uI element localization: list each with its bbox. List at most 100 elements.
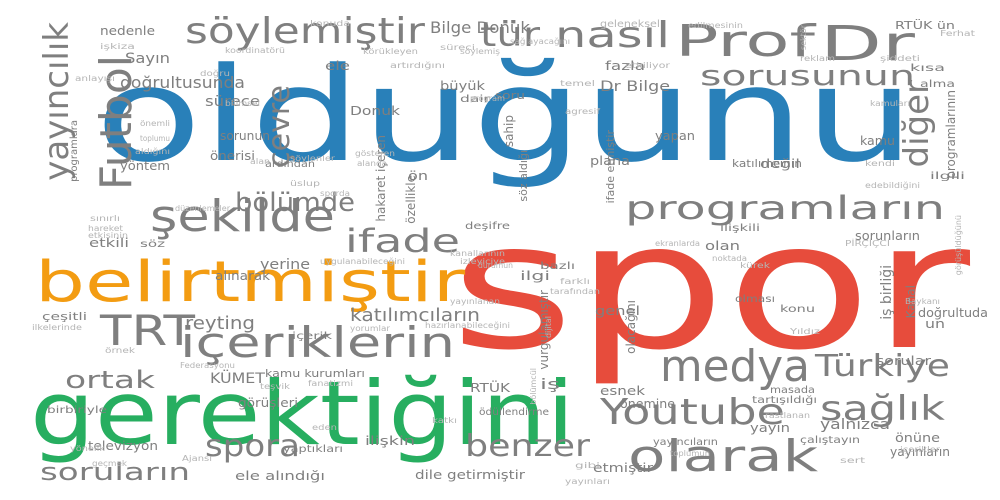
word-plana: plana	[590, 154, 630, 168]
word-dogrultuda: doğrultuda	[918, 306, 989, 320]
word-cesitli: çeşitli	[42, 310, 88, 323]
word-soz: söz	[140, 239, 165, 250]
word-icerikler: içerikler	[900, 445, 940, 454]
word-bazli: bazlı	[540, 261, 575, 272]
word-gerektigini: gerektiğini	[30, 362, 575, 465]
word-gorusleri: görüşleri	[238, 396, 299, 410]
word-masada: masada	[770, 385, 816, 396]
word-baykani: Baykanı	[905, 297, 940, 306]
word-kisa: kısa	[910, 63, 946, 74]
word-agresif: agresif	[565, 107, 600, 116]
word-katilimcinin: katılımcının	[732, 157, 802, 170]
word-bilimsel: bilimsel	[225, 99, 260, 108]
word-program: program	[470, 94, 506, 103]
word-siddeti: şiddeti	[880, 54, 921, 63]
word-ekranlarda: ekranlarda	[655, 239, 701, 248]
word-rtuk: RTÜK	[470, 381, 511, 395]
word-spora: spora	[205, 429, 300, 464]
word-dile-getirmistir: dile getirmiştir	[415, 468, 525, 482]
word-nasil: nasıl	[555, 15, 671, 56]
word-tur: tür	[480, 15, 540, 55]
word-yayinlanan: yayınlanan	[450, 297, 500, 306]
word-sorular: sorular	[876, 354, 932, 368]
word-on: ön	[408, 169, 429, 183]
word-pircikci: PİRÇİÇCİ	[845, 239, 890, 248]
word-trt: TRT	[100, 306, 196, 355]
word-bolumcul: bölümcül	[529, 368, 538, 405]
word-yayincilarin: yayıncıların	[653, 437, 718, 448]
word-yerine: yerine	[260, 257, 311, 273]
word-dijital: dijital	[544, 316, 553, 339]
word-dr-bilge: Dr Bilge	[600, 79, 671, 95]
word-tartisildigi: tartışıldığı	[752, 395, 818, 406]
word-kamulari: kamuları	[870, 99, 911, 108]
word-surece: sürece	[205, 94, 261, 110]
word-federasyonu: Federasyonu	[180, 361, 236, 370]
word-noktada: noktada	[712, 254, 748, 263]
word-aldigini: aldığını	[135, 147, 171, 156]
word-sektor: sektör	[799, 25, 808, 51]
word-reklam: reklam	[800, 54, 835, 63]
word-sorusunun: sorusunun	[700, 59, 916, 92]
word-sert: sert	[840, 456, 865, 465]
word-etkili: etkili	[89, 236, 129, 250]
word-ferhat: Ferhat	[940, 29, 975, 38]
word-ajansi: Ajansı	[182, 454, 213, 463]
word-soylemistir: söylemiştir	[185, 11, 425, 52]
word-sahip: sahip	[502, 115, 516, 148]
word-ele: ele	[325, 59, 351, 73]
word-icerik: içerik	[292, 331, 333, 342]
word-reyting: reyting	[185, 313, 255, 334]
word-sorularin: soruların	[40, 458, 190, 486]
word-temel: temel	[560, 79, 596, 88]
word-prof: Prof	[675, 16, 815, 67]
word-uslup: üslup	[290, 179, 320, 188]
word-alinarak: alınarak	[215, 269, 271, 283]
word-kamu: kamu	[860, 134, 895, 148]
word-edilmesinin: edilmesinin	[688, 21, 744, 30]
word-kumet: KÜMET	[210, 371, 265, 387]
word-benzer: benzer	[465, 429, 591, 464]
word-katilimcilarin: katılımcıların	[350, 305, 481, 326]
word-hakaret-iceren: hakaret içeren	[374, 135, 388, 222]
word-etkisinin: etkisinin	[88, 231, 129, 240]
word-programlarinin: programlarının	[944, 90, 958, 179]
word-edebildigini: edebildiğini	[865, 181, 921, 190]
word-sagliyacagini: sağlayacağını	[510, 37, 571, 46]
word-gorusuldugunu: görüşüldüğünü	[954, 215, 963, 276]
word-yayinlari: yayınları	[565, 477, 610, 486]
word-alma: alma	[920, 79, 955, 90]
word-is-birligi: iş birliği	[879, 265, 895, 320]
word-ifade: ifade	[345, 222, 461, 260]
word-onune: önüne	[895, 431, 941, 445]
word-toplumun: toplumun	[670, 449, 710, 458]
word-ilgili: ilgili	[930, 171, 965, 182]
word-kanallarinin: kanallarının	[450, 249, 505, 258]
word-olarak: olarak	[628, 431, 819, 482]
word-soz-aldigi: söz aldığı	[517, 150, 530, 202]
word-ardindan: ardından	[265, 159, 316, 170]
word-toplumu: toplumu	[140, 134, 171, 143]
word-bolumde: bölümde	[235, 188, 355, 218]
word-televizyon: televizyon	[88, 439, 158, 453]
word-konuda: konuda	[310, 19, 351, 28]
word-etmistir: etmiştir	[593, 461, 654, 475]
word-degil: değil	[760, 157, 800, 171]
word-koordinatoru: koordinatörü	[225, 46, 286, 55]
word-iskiza: işkiza	[100, 42, 135, 51]
word-donuk: Donuk	[350, 104, 400, 118]
word-ilgi: ilgi	[520, 269, 550, 283]
word-sayin: Sayın	[125, 51, 170, 67]
word-tesvik: teşvik	[260, 382, 290, 391]
word-katki: katkı	[432, 416, 457, 425]
word-yorumlar: yorumlar	[350, 324, 391, 333]
word-esnek: esnek	[600, 384, 646, 398]
word-dogru: doğru	[200, 69, 231, 78]
word-soylemis: söylemiş	[460, 47, 501, 56]
word-eden: eden	[312, 423, 337, 432]
word-etkiliyor: etkiliyor	[625, 61, 671, 70]
word-geleneksel: geleneksel	[600, 19, 660, 30]
word-yontem: yöntem	[120, 159, 170, 173]
word-medya: medya	[660, 341, 810, 392]
